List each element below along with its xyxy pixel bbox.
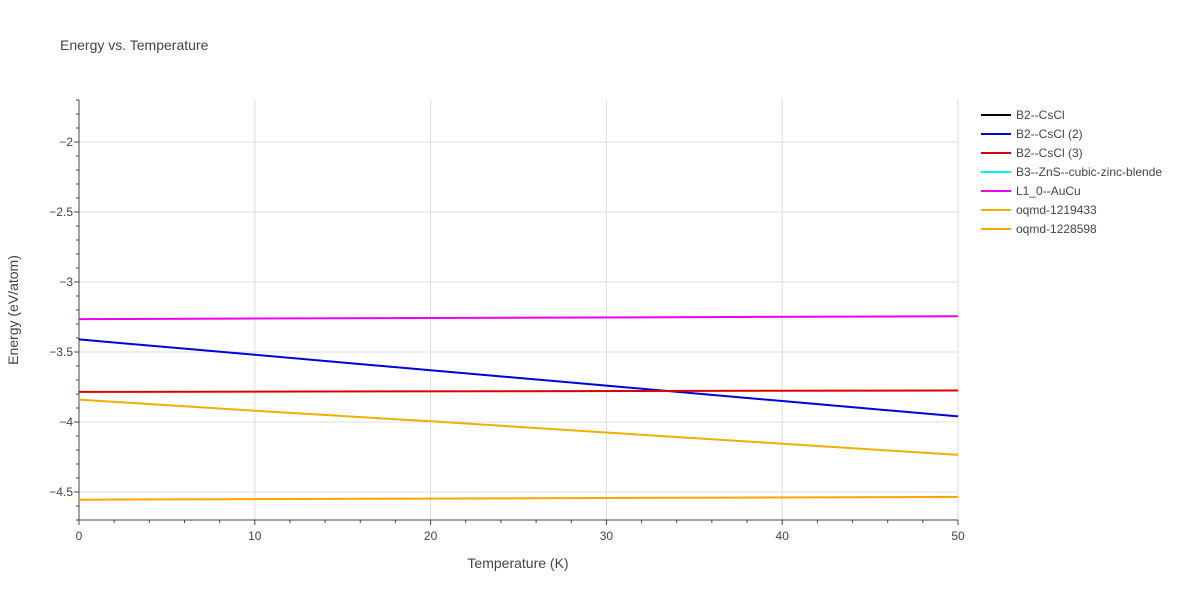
y-axis-title: Energy (eV/atom): [5, 255, 21, 365]
legend-label: B2--CsCl: [1016, 108, 1065, 122]
legend-item[interactable]: oqmd-1228598: [981, 222, 1097, 236]
x-tick-label: 20: [424, 529, 438, 543]
x-tick-label: 40: [776, 529, 790, 543]
y-tick-label: −3.5: [49, 345, 73, 359]
legend[interactable]: B2--CsCl B2--CsCl (2) B2--CsCl (3) B3--ZnS-…: [981, 108, 1162, 236]
legend-label: B3--ZnS--cubic-zinc-blende: [1016, 165, 1162, 179]
x-tick-label: 10: [248, 529, 262, 543]
x-tick-label: 30: [600, 529, 614, 543]
legend-item[interactable]: oqmd-1219433: [981, 203, 1097, 217]
x-tick-label: 0: [76, 529, 83, 543]
legend-label: B2--CsCl (3): [1016, 146, 1083, 160]
y-tick-label: −2: [59, 135, 73, 149]
legend-item[interactable]: B3--ZnS--cubic-zinc-blende: [981, 165, 1162, 179]
x-axis-title: Temperature (K): [467, 555, 568, 571]
legend-label: oqmd-1219433: [1016, 203, 1097, 217]
tick-labels: 0 10 20 30 40 50 −2 −2.5 −3 −3.5 −4 −4.5: [49, 135, 965, 543]
y-tick-label: −4: [59, 415, 73, 429]
legend-item[interactable]: B2--CsCl (3): [981, 146, 1083, 160]
chart-title: Energy vs. Temperature: [60, 37, 209, 53]
series-line-b2-cscl-3-: [78, 389, 959, 393]
legend-item[interactable]: L1_0--AuCu: [981, 184, 1081, 198]
series-layer: [78, 315, 959, 501]
grid-lines: [79, 100, 959, 520]
series-line-l1-0-aucu: [78, 315, 959, 321]
legend-label: B2--CsCl (2): [1016, 127, 1083, 141]
series-line-b2-cscl-2-: [78, 338, 959, 418]
legend-item[interactable]: B2--CsCl (2): [981, 127, 1083, 141]
legend-label: L1_0--AuCu: [1016, 184, 1081, 198]
x-tick-label: 50: [951, 529, 965, 543]
y-tick-label: −2.5: [49, 205, 73, 219]
y-tick-label: −3: [59, 275, 73, 289]
series-line-oqmd-1228598: [78, 495, 959, 501]
y-tick-label: −4.5: [49, 485, 73, 499]
series-line-oqmd-1219433: [78, 398, 959, 456]
legend-label: oqmd-1228598: [1016, 222, 1097, 236]
legend-item[interactable]: B2--CsCl: [981, 108, 1065, 122]
axes: [74, 99, 959, 525]
